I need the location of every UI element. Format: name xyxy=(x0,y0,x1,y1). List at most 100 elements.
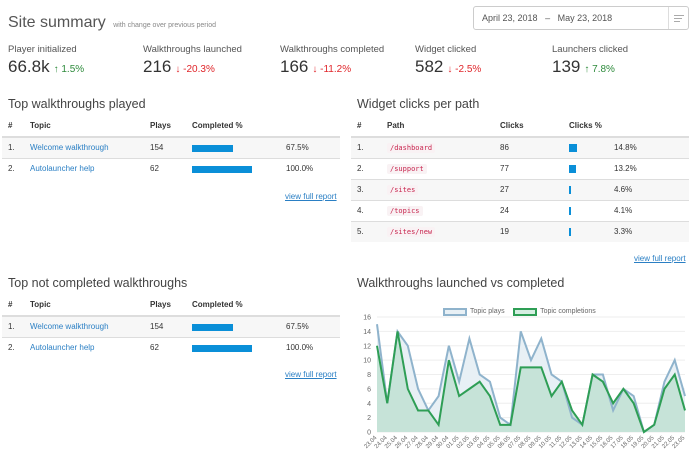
metric-change-value: 1.5% xyxy=(61,64,85,75)
col-rank: # xyxy=(2,115,24,138)
clicks-pct-bar xyxy=(569,144,577,153)
metric-label: Launchers clicked xyxy=(552,44,629,55)
col-rank: # xyxy=(2,294,24,317)
topic-link[interactable]: Welcome walkthrough xyxy=(30,143,109,153)
col-clicks: Clicks xyxy=(494,115,563,138)
metric-row: 166 ↓ -11.2% xyxy=(280,57,384,77)
top-not-completed-title: Top not completed walkthroughs xyxy=(8,276,188,290)
row-clicks-pct: 13.2% xyxy=(608,157,689,179)
chart-legend: Topic plays Topic completions xyxy=(443,303,600,321)
row-clicks-pct: 4.6% xyxy=(608,178,689,200)
row-plays: 154 xyxy=(144,136,186,158)
table-header-row: # Topic Plays Completed % xyxy=(2,115,340,138)
area-completions xyxy=(377,331,685,432)
y-tick-label: 0 xyxy=(367,430,371,437)
top-not-completed-table: # Topic Plays Completed % 1. Welcome walk… xyxy=(2,294,340,358)
topic-link[interactable]: Autolauncher help xyxy=(30,343,95,353)
date-range-picker[interactable]: April 23, 2018 – May 23, 2018 xyxy=(473,6,689,30)
row-completed-pct: 100.0% xyxy=(280,157,340,179)
row-rank: 5. xyxy=(351,220,381,242)
path-code: /support xyxy=(387,164,427,174)
date-end: May 23, 2018 xyxy=(557,13,613,23)
row-completed-pct: 67.5% xyxy=(280,315,340,337)
metric-change-value: -11.2% xyxy=(320,64,352,75)
table-row: 1. Welcome walkthrough 154 67.5% xyxy=(2,315,340,337)
metric-change: ↓ -11.2% xyxy=(312,64,351,75)
top-played-view-report-link[interactable]: view full report xyxy=(285,192,337,201)
line-chart: 024681012141623.0424.0425.0426.0427.0428… xyxy=(363,315,687,451)
row-rank: 1. xyxy=(2,315,24,337)
metric-row: 216 ↓ -20.3% xyxy=(143,57,242,77)
y-tick-label: 10 xyxy=(363,358,371,365)
row-clicks: 24 xyxy=(494,199,563,221)
row-rank: 1. xyxy=(351,136,381,158)
col-completed-value xyxy=(280,294,340,317)
metric-row: 66.8k ↑ 1.5% xyxy=(8,57,84,77)
row-completed-pct: 67.5% xyxy=(280,136,340,158)
metric-value: 66.8k xyxy=(8,57,50,76)
date-range-text[interactable]: April 23, 2018 – May 23, 2018 xyxy=(482,13,612,23)
metric-change: ↑ 1.5% xyxy=(54,64,85,75)
metric-change-value: 7.8% xyxy=(592,64,615,75)
table-row: 2. Autolauncher help 62 100.0% xyxy=(2,336,340,358)
metric-label: Walkthroughs completed xyxy=(280,44,385,55)
metric-value: 582 xyxy=(415,57,444,76)
col-completed-value xyxy=(280,115,340,138)
arrow-down-icon: ↓ xyxy=(175,64,181,75)
row-clicks: 77 xyxy=(494,157,563,179)
metric-card: Launchers clicked 139 ↑ 7.8% xyxy=(552,44,628,77)
metric-value: 139 xyxy=(552,57,581,76)
table-header-row: # Topic Plays Completed % xyxy=(2,294,340,317)
table-row: 1. Welcome walkthrough 154 67.5% xyxy=(2,136,340,158)
metric-card: Player initialized 66.8k ↑ 1.5% xyxy=(8,44,84,77)
arrow-down-icon: ↓ xyxy=(447,64,453,75)
table-row: 1. /dashboard 86 14.8% xyxy=(351,136,689,158)
row-rank: 2. xyxy=(2,157,24,179)
col-topic: Topic xyxy=(24,294,144,317)
y-tick-label: 4 xyxy=(367,401,371,408)
top-not-completed-view-report-link[interactable]: view full report xyxy=(285,370,337,379)
row-clicks: 19 xyxy=(494,220,563,242)
legend-swatch-completions[interactable] xyxy=(513,307,538,316)
col-completed: Completed % xyxy=(186,294,280,317)
legend-swatch-plays[interactable] xyxy=(443,307,467,316)
metric-change-value: -2.5% xyxy=(455,64,482,75)
path-code: /topics xyxy=(387,206,423,216)
row-clicks-pct: 4.1% xyxy=(608,199,689,221)
table-row: 2. Autolauncher help 62 100.0% xyxy=(2,157,340,179)
row-clicks: 27 xyxy=(494,178,563,200)
metric-label: Walkthroughs launched xyxy=(143,44,242,55)
completed-bar xyxy=(192,144,233,152)
date-menu-button[interactable] xyxy=(668,7,688,29)
row-clicks-pct: 14.8% xyxy=(608,136,689,158)
x-tick-label: 23.05 xyxy=(672,435,687,450)
metric-label: Widget clicked xyxy=(415,44,477,55)
completed-bar xyxy=(192,323,233,331)
metric-card: Walkthroughs launched 216 ↓ -20.3% xyxy=(143,44,242,77)
y-tick-label: 2 xyxy=(367,415,371,422)
path-code: /dashboard xyxy=(387,143,436,154)
arrow-up-icon: ↑ xyxy=(584,64,590,75)
metric-label: Player initialized xyxy=(8,44,77,55)
row-rank: 3. xyxy=(351,178,381,200)
row-rank: 4. xyxy=(351,199,381,221)
topic-link[interactable]: Autolauncher help xyxy=(30,164,95,174)
clicks-pct-bar xyxy=(569,185,571,194)
legend-label-completions: Topic completions xyxy=(540,308,596,316)
col-plays: Plays xyxy=(144,294,186,317)
y-tick-label: 6 xyxy=(367,386,371,393)
metric-value: 216 xyxy=(143,57,172,76)
widget-clicks-view-report-link[interactable]: view full report xyxy=(634,254,686,263)
clicks-pct-bar xyxy=(569,206,571,215)
topic-link[interactable]: Welcome walkthrough xyxy=(30,322,109,332)
row-clicks: 86 xyxy=(494,136,563,158)
table-row: 3. /sites 27 4.6% xyxy=(351,178,689,200)
arrow-up-icon: ↑ xyxy=(53,64,59,75)
page-header: Site summary with change over previous p… xyxy=(8,14,216,32)
row-clicks-pct: 3.3% xyxy=(608,220,689,242)
col-clicks-pct-value xyxy=(608,115,689,138)
col-plays: Plays xyxy=(144,115,186,138)
table-row: 4. /topics 24 4.1% xyxy=(351,199,689,221)
date-start: April 23, 2018 xyxy=(482,13,538,23)
chart-title: Walkthroughs launched vs completed xyxy=(357,276,565,290)
